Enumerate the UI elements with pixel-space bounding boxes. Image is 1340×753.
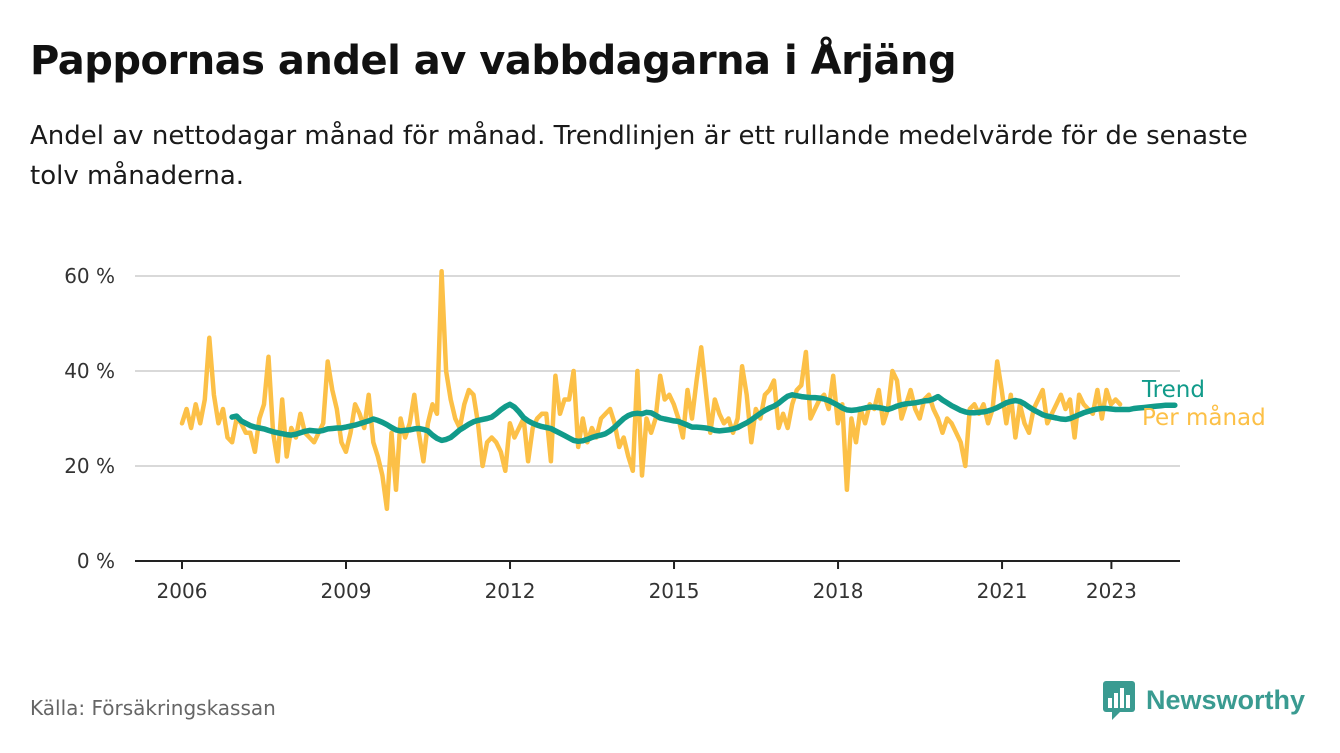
newsworthy-bar-chart-icon <box>1103 681 1135 720</box>
x-tick-label: 2006 <box>157 579 208 603</box>
y-axis-tick-labels: 0 % 20 % 40 % 60 % <box>64 264 115 573</box>
grid-lines <box>135 275 1180 467</box>
trend-line <box>229 392 1178 445</box>
x-tick-label: 2015 <box>649 579 700 603</box>
y-tick-label: 0 % <box>77 549 115 573</box>
per-month-label: Per månad <box>1142 403 1266 431</box>
chart-title: Pappornas andel av vabbdagarna i Årjäng <box>30 38 957 84</box>
x-tick-label: 2009 <box>321 579 372 603</box>
trend-label: Trend <box>1141 377 1205 403</box>
y-tick-label: 40 % <box>64 359 115 383</box>
x-tick-label: 2012 <box>485 579 536 603</box>
chart-subtitle: Andel av nettodagar månad för månad. Tre… <box>30 121 1248 191</box>
brand-name: Newsworthy <box>1146 684 1306 715</box>
newsworthy-logo[interactable]: Newsworthy <box>1102 680 1305 720</box>
x-tick-label: 2023 <box>1086 579 1137 603</box>
y-tick-label: 20 % <box>64 454 115 478</box>
x-tick-label: 2018 <box>813 579 864 603</box>
source-note: Källa: Försäkringskassan <box>30 696 276 720</box>
series-lines <box>179 269 1178 512</box>
y-tick-label: 60 % <box>64 264 115 288</box>
per-month-line <box>179 269 1123 512</box>
x-axis: 2006 2009 2012 2015 2018 2021 2023 <box>135 560 1180 603</box>
x-tick-label: 2021 <box>977 579 1028 603</box>
